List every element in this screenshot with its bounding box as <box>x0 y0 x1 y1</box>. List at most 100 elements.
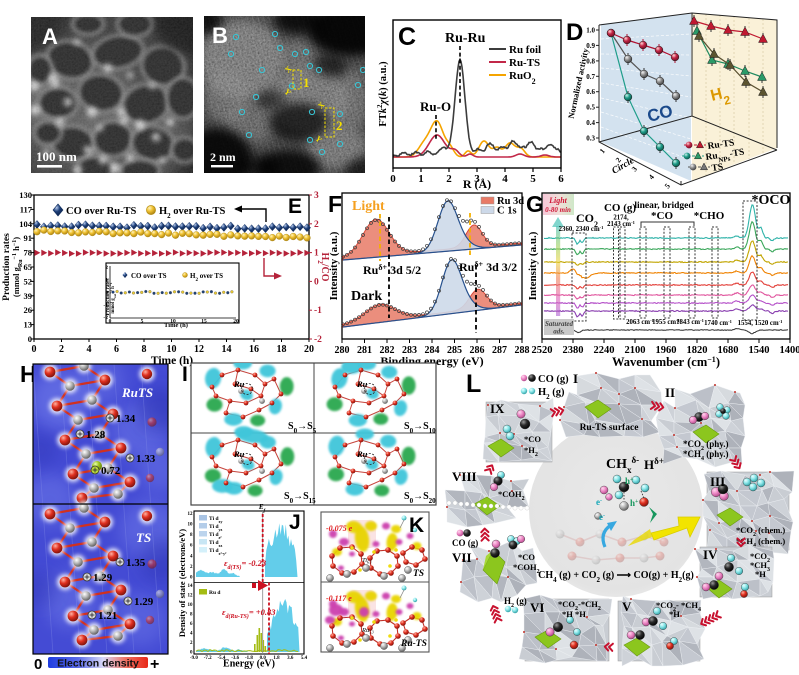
svg-text:281: 281 <box>357 345 372 356</box>
svg-text:0: 0 <box>109 319 112 325</box>
svg-text:1843 cm-1: 1843 cm-1 <box>676 318 704 327</box>
svg-text:0: 0 <box>34 656 42 673</box>
svg-text:RuO2: RuO2 <box>509 70 536 86</box>
svg-text:Wavenumber (cm−1): Wavenumber (cm−1) <box>612 355 720 370</box>
svg-text:-3.6: -3.6 <box>231 656 239 661</box>
svg-text:*H: *H <box>755 569 766 579</box>
svg-text:2: 2 <box>446 173 452 185</box>
svg-text:0: 0 <box>190 651 193 656</box>
svg-text:L: L <box>466 370 481 398</box>
svg-text:Light: Light <box>548 196 568 205</box>
svg-text:2: 2 <box>190 641 193 646</box>
svg-text:Ruδ+ 3d 5/2: Ruδ+ 3d 5/2 <box>363 263 421 278</box>
svg-text:IV: IV <box>703 547 718 562</box>
svg-text:12: 12 <box>188 512 194 517</box>
svg-text:Dark: Dark <box>351 289 382 304</box>
svg-text:*CO2- *CH4: *CO2- *CH4 <box>656 600 701 613</box>
svg-text:1.8: 1.8 <box>273 656 280 661</box>
svg-text:VI: VI <box>530 600 544 615</box>
svg-text:2380: 2380 <box>563 345 584 356</box>
svg-text:*CHO: *CHO <box>694 210 725 222</box>
svg-text:H2 over TS: H2 over TS <box>190 272 223 283</box>
svg-text:12: 12 <box>194 344 204 355</box>
svg-text:Ru-O: Ru-O <box>420 99 451 114</box>
svg-text:CO over Ru-TS: CO over Ru-TS <box>66 206 137 217</box>
svg-text:4: 4 <box>190 632 193 637</box>
svg-text:1.21: 1.21 <box>98 610 117 622</box>
svg-text:6: 6 <box>114 344 119 355</box>
svg-text:5: 5 <box>141 319 144 325</box>
svg-text:Production rates: Production rates <box>2 233 12 301</box>
svg-text:Ti dxy: Ti dxy <box>209 516 223 524</box>
svg-text:8: 8 <box>142 344 147 355</box>
svg-text:C: C <box>398 23 416 51</box>
svg-text:288: 288 <box>515 345 530 356</box>
svg-text:X: X <box>283 64 294 75</box>
svg-text:Ruδ+ 3d 3/2: Ruδ+ 3d 3/2 <box>459 260 517 275</box>
svg-text:Ru-TS surface: Ru-TS surface <box>580 423 639 433</box>
svg-text:Ru: Ru <box>356 449 368 459</box>
svg-text:CO (g): CO (g) <box>604 202 636 214</box>
svg-text:Time (h): Time (h) <box>164 322 188 329</box>
svg-text:K: K <box>409 514 424 537</box>
svg-text:linear, bridged: linear, bridged <box>634 201 694 211</box>
svg-text:Light: Light <box>352 199 385 214</box>
svg-text:3.6: 3.6 <box>287 656 294 661</box>
svg-text:H2/CO: H2/CO <box>316 252 330 281</box>
svg-text:Ru-Ru: Ru-Ru <box>445 31 486 46</box>
svg-text:0: 0 <box>105 290 108 296</box>
svg-text:*CO2 (chem.): *CO2 (chem.) <box>736 525 785 538</box>
svg-text:e-: e- <box>599 512 605 522</box>
svg-text:2: 2 <box>314 220 319 230</box>
svg-text:0: 0 <box>190 576 193 581</box>
svg-text:0: 0 <box>314 277 319 287</box>
svg-text:4: 4 <box>87 344 92 355</box>
svg-text:Density of state (electrons/eV: Density of state (electrons/eV) <box>177 529 187 637</box>
svg-text:Ti dx²-y²: Ti dx²-y² <box>209 548 227 556</box>
svg-text:6: 6 <box>190 622 193 627</box>
svg-text:*COH2: *COH2 <box>513 562 540 575</box>
svg-text:3: 3 <box>474 173 480 185</box>
svg-text:2: 2 <box>59 344 64 355</box>
svg-text:e-: e- <box>596 497 602 507</box>
svg-text:mmol gcat−1 h−1: mmol gcat−1 h−1 <box>109 282 117 313</box>
svg-text:H2 (g): H2 (g) <box>538 387 565 401</box>
svg-text:II: II <box>665 385 675 400</box>
svg-text:*CH3: *CH3 <box>750 560 770 573</box>
svg-text:287: 287 <box>492 345 507 356</box>
svg-text:1.34: 1.34 <box>116 413 136 425</box>
svg-text:-0.075 e: -0.075 e <box>326 524 353 533</box>
svg-text:2100: 2100 <box>625 345 646 356</box>
svg-text:1: 1 <box>303 75 310 90</box>
svg-text:280: 280 <box>335 345 350 356</box>
svg-text:G: G <box>526 191 544 217</box>
svg-text:Intensity (a.u.): Intensity (a.u.) <box>527 231 539 300</box>
svg-text:283: 283 <box>402 345 417 356</box>
svg-text:E: E <box>288 195 302 218</box>
svg-text:2: 2 <box>614 155 623 164</box>
svg-text:-9.0: -9.0 <box>190 656 198 661</box>
svg-text:Ru-TS: Ru-TS <box>509 57 540 69</box>
svg-text:-7.2: -7.2 <box>204 656 212 661</box>
svg-text:39: 39 <box>24 291 33 301</box>
svg-text:1.35: 1.35 <box>126 557 146 569</box>
svg-text:5.4: 5.4 <box>301 656 308 661</box>
svg-text:0-80 min: 0-80 min <box>545 206 571 214</box>
svg-text:1.29: 1.29 <box>134 596 154 608</box>
svg-text:H2 (g): H2 (g) <box>504 596 527 609</box>
svg-text:Ru-TS: Ru-TS <box>400 639 427 649</box>
svg-text:VII: VII <box>452 550 472 565</box>
svg-text:6: 6 <box>190 544 193 549</box>
svg-text:1680: 1680 <box>718 345 739 356</box>
svg-text:TS: TS <box>711 162 724 174</box>
svg-text:8: 8 <box>190 613 193 618</box>
svg-text:Ti dz²: Ti dz² <box>209 532 222 540</box>
svg-text:8: 8 <box>190 533 193 538</box>
svg-text:*COH2: *COH2 <box>498 489 525 502</box>
svg-text:2: 2 <box>336 118 343 133</box>
svg-text:A: A <box>42 24 58 49</box>
svg-text:0: 0 <box>390 173 396 185</box>
svg-text:2: 2 <box>190 565 193 570</box>
svg-text:100 nm: 100 nm <box>36 149 77 164</box>
svg-text:FTk2χ(k) (a.u.): FTk2χ(k) (a.u.) <box>376 61 389 127</box>
